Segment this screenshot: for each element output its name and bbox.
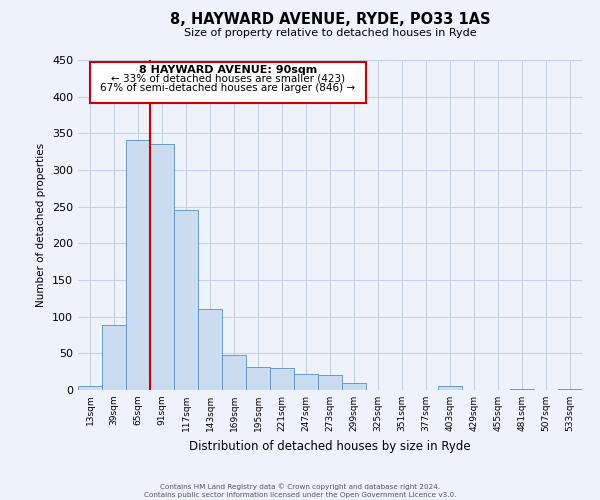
Bar: [198, 310, 222, 390]
Text: 67% of semi-detached houses are larger (846) →: 67% of semi-detached houses are larger (…: [100, 82, 356, 92]
Bar: [510, 388, 534, 390]
X-axis label: Distribution of detached houses by size in Ryde: Distribution of detached houses by size …: [189, 440, 471, 452]
Bar: [222, 355, 246, 390]
Bar: [150, 144, 174, 390]
Bar: [246, 366, 270, 390]
Text: 8 HAYWARD AVENUE: 90sqm: 8 HAYWARD AVENUE: 90sqm: [139, 65, 317, 75]
Bar: [342, 382, 366, 390]
Text: ← 33% of detached houses are smaller (423): ← 33% of detached houses are smaller (42…: [111, 74, 345, 84]
Text: Size of property relative to detached houses in Ryde: Size of property relative to detached ho…: [184, 28, 476, 38]
Bar: [126, 140, 150, 390]
Y-axis label: Number of detached properties: Number of detached properties: [37, 143, 46, 307]
FancyBboxPatch shape: [90, 62, 366, 102]
Text: Contains HM Land Registry data © Crown copyright and database right 2024.
Contai: Contains HM Land Registry data © Crown c…: [144, 484, 456, 498]
Bar: [270, 368, 294, 390]
Bar: [174, 210, 198, 390]
Text: 8, HAYWARD AVENUE, RYDE, PO33 1AS: 8, HAYWARD AVENUE, RYDE, PO33 1AS: [170, 12, 490, 28]
Bar: [438, 386, 462, 390]
Bar: [102, 326, 126, 390]
Bar: [78, 386, 102, 390]
Bar: [294, 374, 318, 390]
Bar: [318, 376, 342, 390]
